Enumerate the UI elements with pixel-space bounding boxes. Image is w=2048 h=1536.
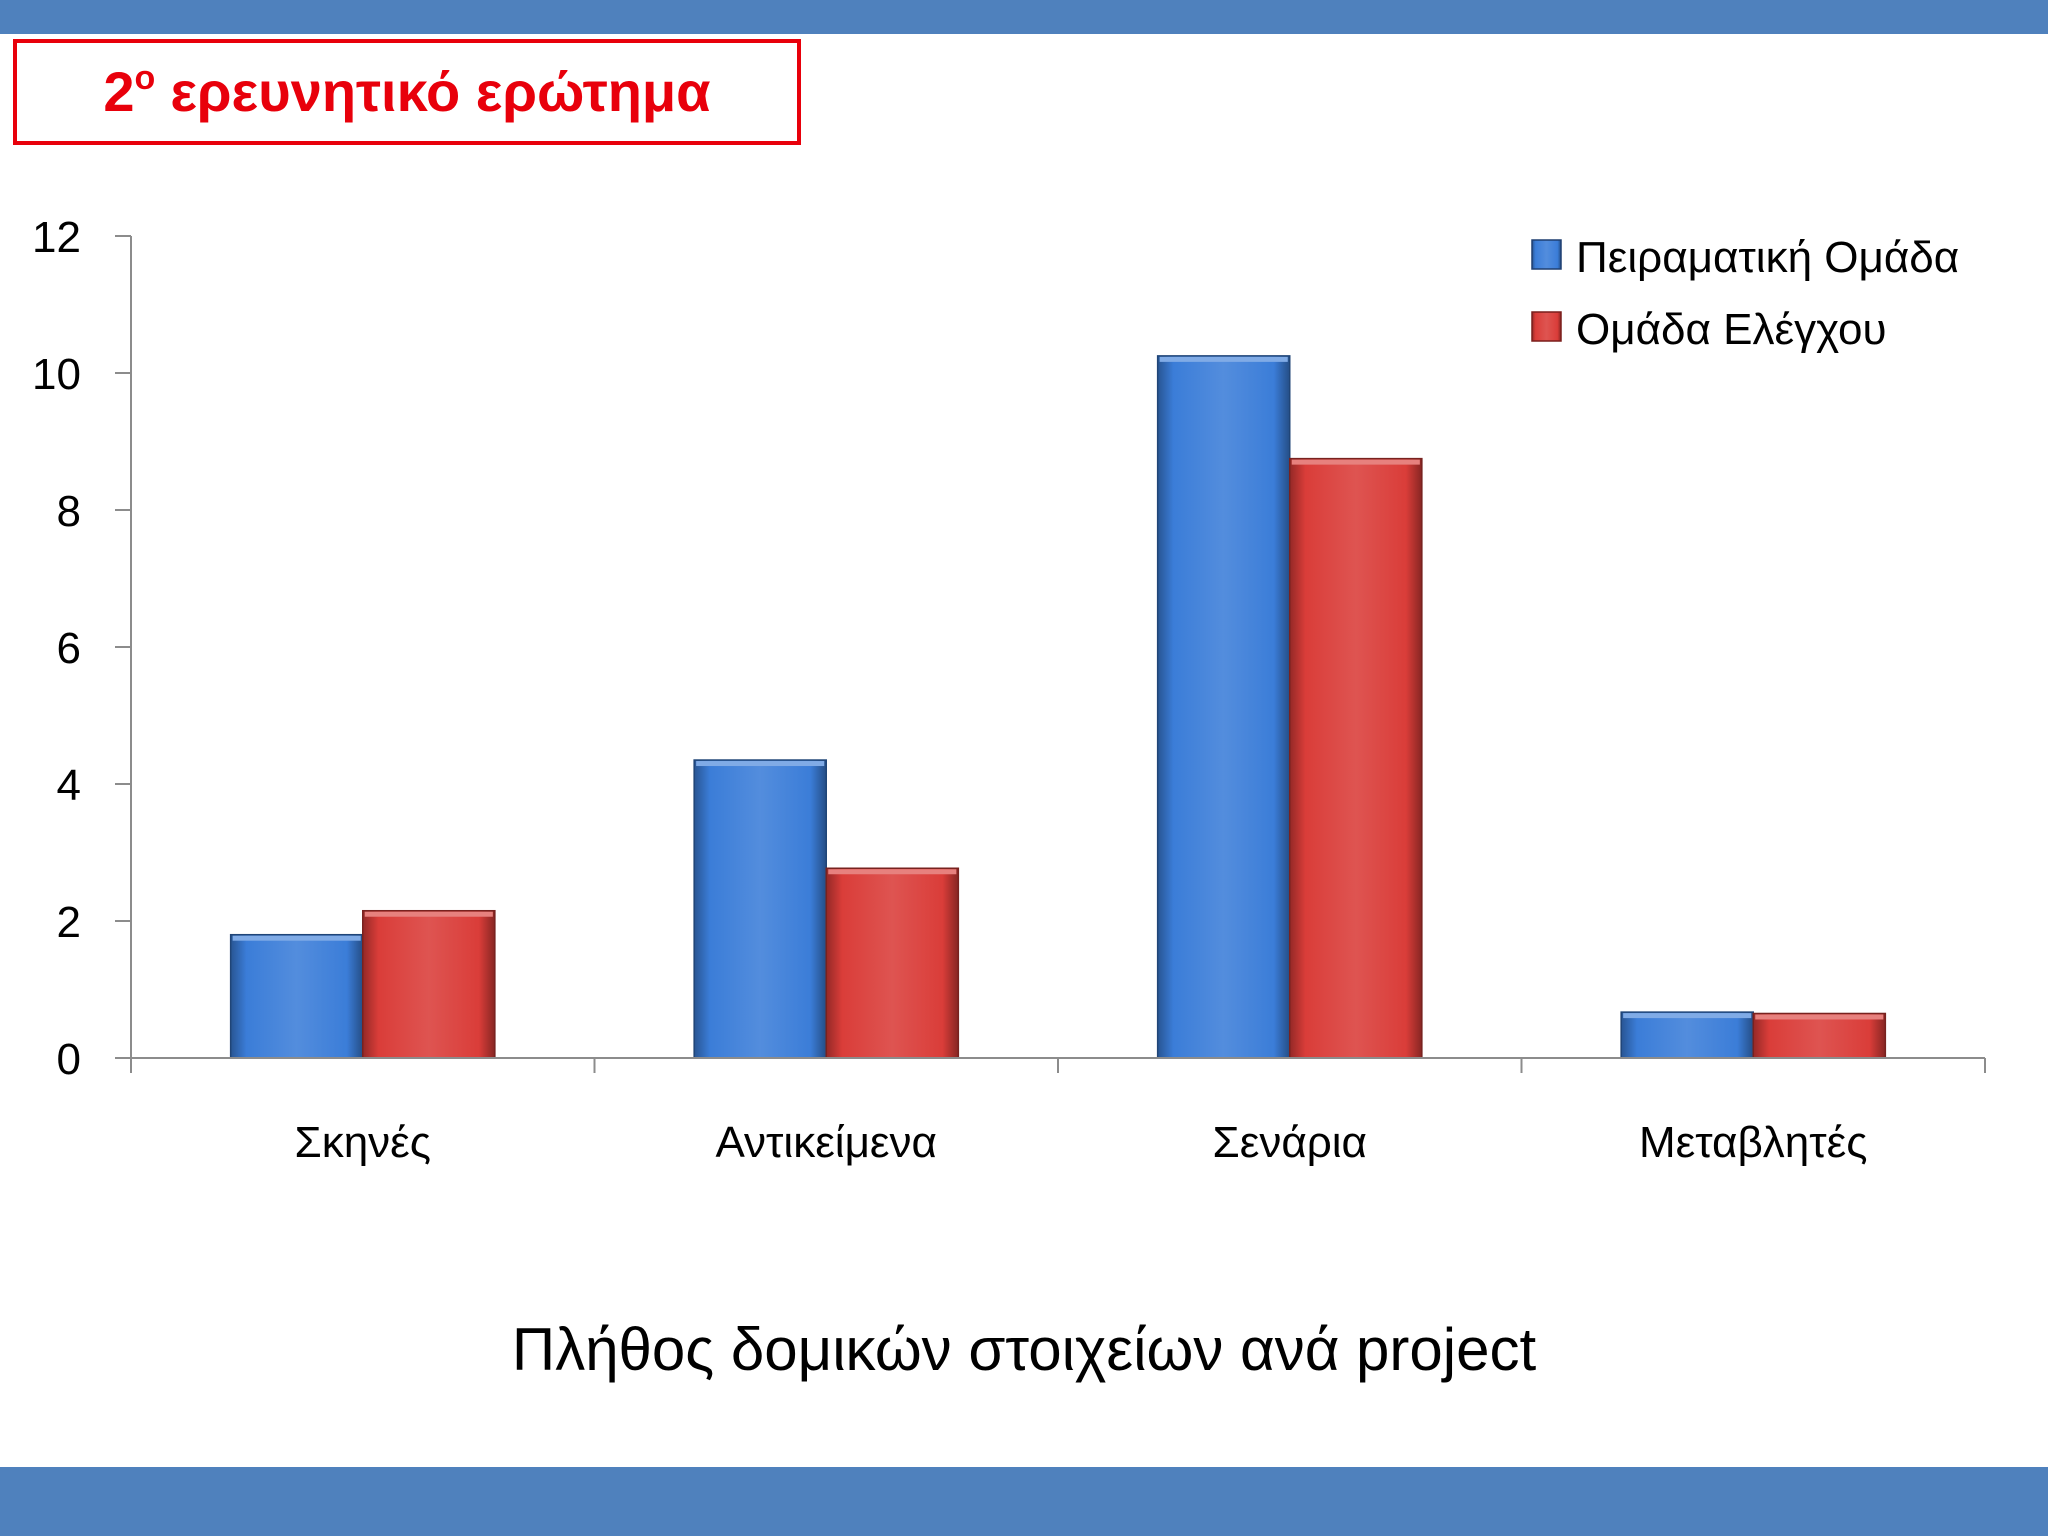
y-tick-label: 8 [57,487,81,536]
bar-series2-2 [825,867,960,1059]
bar-bevel-series1-4 [1623,1013,1752,1019]
bar-series1-3 [1156,355,1291,1059]
x-category-label: Σκηνές [295,1118,432,1167]
legend-swatch-series-2 [1531,311,1562,342]
title-box: 2ο ερευνητικό ερώτημα [13,39,801,145]
bar-bevel-series1-3 [1159,356,1288,362]
legend: Πειραματική Ομάδα Ομάδα Ελέγχου [1531,233,1959,354]
legend-label-series-2: Ομάδα Ελέγχου [1576,305,1887,354]
top-band [0,0,2048,34]
axes: 0 2 4 6 8 10 12 [32,213,1986,1084]
title-number: 2 [103,60,135,123]
y-tick-label: 10 [32,350,81,399]
x-category-label: Σενάρια [1213,1118,1368,1167]
bar-bevel-series2-3 [1291,459,1420,465]
y-tick-label: 6 [57,624,81,673]
legend-label-series-1: Πειραματική Ομάδα [1576,233,1959,282]
bars [229,355,1887,1059]
bar-bevel-series2-2 [828,869,957,875]
bar-bevel-series1-2 [696,761,825,767]
y-tick-label: 4 [57,761,81,810]
chart-caption: Πλήθος δομικών στοιχείων ανά project [511,1316,1537,1383]
title-ordinal: ο [134,59,156,97]
y-tick-label: 0 [57,1035,81,1084]
x-category-label: Αντικείμενα [715,1118,937,1167]
bar-bevel-series2-4 [1755,1014,1884,1020]
bar-series1-2 [693,759,828,1059]
bar-series1-4 [1620,1011,1754,1059]
bar-series2-1 [362,909,496,1059]
bar-series1-1 [229,933,364,1059]
title-text: ερευνητικό ερώτημα [170,60,711,123]
slide-title: 2ο ερευνητικό ερώτημα [103,61,710,120]
bar-series2-3 [1289,457,1423,1059]
x-category-label: Μεταβλητές [1639,1118,1867,1167]
bottom-band [0,1467,2048,1536]
bar-bevel-series2-1 [364,911,493,917]
category-labels: Σκηνές Αντικείμενα Σενάρια Μεταβλητές [295,1118,1868,1167]
bar-bevel-series1-1 [232,935,361,941]
legend-swatch-series-1 [1531,239,1562,270]
y-tick-label: 12 [32,213,81,262]
y-tick-label: 2 [57,898,81,947]
bar-series2-4 [1752,1012,1887,1059]
